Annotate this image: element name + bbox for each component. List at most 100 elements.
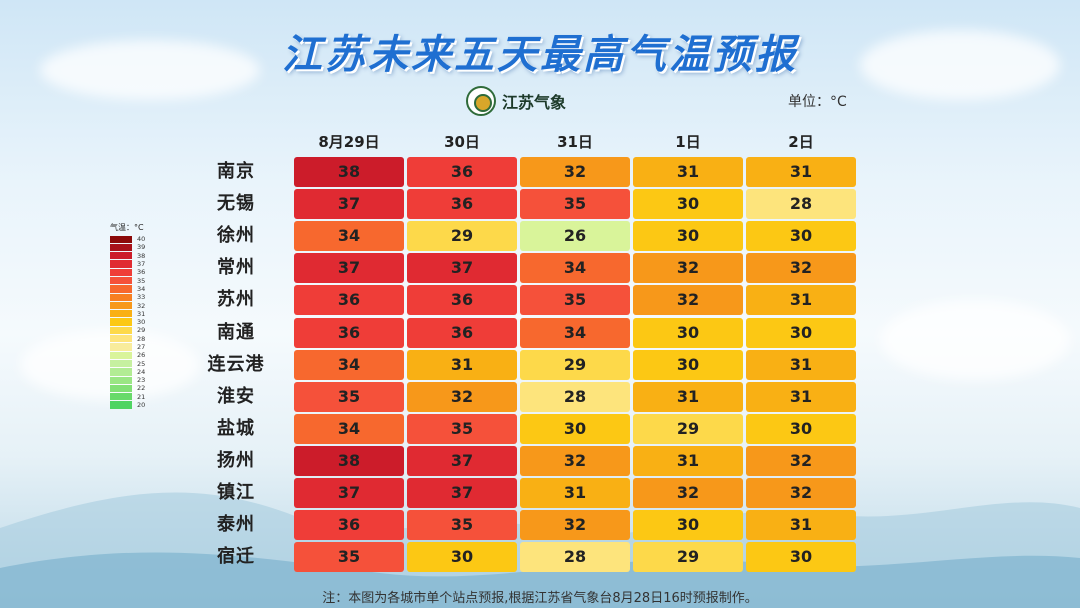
temperature-cell: 37 (407, 445, 517, 476)
legend: 气温：°C 40 39 38 37 36 35 34 33 32 31 30 29 28 27 26 25 24… (110, 222, 145, 409)
legend-item: 38 (110, 252, 145, 260)
city-label: 宿迁 (217, 546, 255, 568)
temperature-cell: 32 (746, 445, 856, 476)
legend-label: 27 (137, 343, 146, 351)
temperature-cell: 38 (294, 445, 404, 476)
legend-swatch (110, 252, 132, 260)
legend-swatch (110, 335, 132, 343)
logo-text: 江苏气象 (502, 93, 567, 112)
column-header: 1日 (675, 133, 701, 151)
column-header: 8月29日 (318, 133, 380, 151)
footnote: 注：本图为各城市单个站点预报,根据江苏省气象台8月28日16时预报制作。 (322, 591, 758, 606)
temperature-cell: 34 (520, 253, 630, 284)
temperature-cell: 30 (746, 221, 856, 252)
logo: 江苏气象 (466, 86, 566, 116)
legend-swatch (110, 384, 132, 393)
legend-label: 24 (137, 367, 146, 376)
legend-swatch (110, 393, 132, 401)
legend-label: 22 (137, 384, 146, 393)
temperature-cell: 37 (294, 478, 404, 508)
temperature-cell: 30 (746, 317, 856, 348)
legend-label: 37 (137, 260, 146, 269)
legend-swatch (110, 260, 132, 268)
legend-label: 29 (137, 326, 146, 335)
temperature-cell: 35 (294, 381, 404, 412)
legend-item: 32 (110, 301, 145, 310)
legend-item: 40 (110, 235, 145, 243)
city-label: 盐城 (217, 417, 255, 439)
temperature-cell: 36 (407, 317, 517, 348)
legend-label: 33 (137, 293, 146, 302)
temperature-cell: 34 (294, 221, 404, 252)
temperature-cell: 31 (746, 381, 856, 412)
legend-swatch (110, 293, 132, 301)
legend-item: 27 (110, 343, 145, 351)
temperature-cell: 30 (407, 542, 517, 573)
temperature-cell: 32 (633, 478, 743, 508)
temperature-cell: 30 (520, 413, 630, 444)
page-title: 江苏未来五天最高气温预报 (282, 32, 798, 78)
legend-label: 28 (137, 334, 146, 343)
temperature-cell: 31 (633, 381, 743, 412)
legend-item: 36 (110, 268, 145, 276)
temperature-cell: 35 (407, 413, 517, 444)
legend-item: 39 (110, 243, 145, 251)
legend-label: 20 (137, 401, 146, 410)
temperature-cell: 38 (294, 157, 404, 187)
temperature-cell: 31 (633, 157, 743, 187)
temperature-cell: 30 (633, 349, 743, 380)
legend-swatch (110, 376, 132, 384)
legend-item: 34 (110, 285, 145, 293)
legend-item: 22 (110, 384, 145, 392)
temperature-cell: 30 (633, 510, 743, 541)
legend-label: 21 (137, 392, 146, 401)
legend-swatch (110, 401, 132, 409)
legend-swatch (110, 318, 132, 326)
legend-label: 34 (137, 284, 146, 293)
temperature-cell: 34 (294, 349, 404, 380)
legend-item: 37 (110, 260, 145, 268)
legend-item: 21 (110, 393, 145, 401)
city-label: 镇江 (217, 482, 255, 503)
temperature-cell: 36 (294, 285, 404, 316)
temperature-cell: 32 (520, 445, 630, 476)
temperature-cell: 32 (520, 510, 630, 541)
legend-item: 31 (110, 310, 145, 318)
temperature-cell: 30 (633, 317, 743, 348)
temperature-cell: 32 (746, 253, 856, 284)
temperature-cell: 28 (520, 542, 630, 573)
temperature-cell: 29 (520, 349, 630, 380)
legend-label: 39 (137, 243, 146, 252)
temperature-cell: 37 (407, 253, 517, 284)
temperature-cell: 29 (633, 413, 743, 444)
temperature-cell: 35 (520, 285, 630, 316)
legend-swatch (110, 310, 132, 318)
meteorology-emblem-icon (466, 86, 496, 116)
temperature-cell: 34 (294, 413, 404, 444)
temperature-cell: 36 (407, 189, 517, 220)
temperature-cell: 26 (520, 221, 630, 252)
temperature-cell: 30 (633, 221, 743, 252)
legend-label: 26 (137, 351, 146, 360)
legend-item: 25 (110, 359, 145, 368)
temperature-cell: 32 (633, 285, 743, 316)
city-label: 扬州 (217, 449, 255, 471)
unit-label: 单位：°C (788, 94, 847, 110)
city-label: 淮安 (217, 385, 255, 407)
city-label: 连云港 (207, 353, 265, 375)
city-label: 苏州 (217, 289, 255, 311)
temperature-cell: 31 (407, 349, 517, 380)
temperature-cell: 35 (520, 189, 630, 220)
legend-swatch (110, 326, 132, 335)
temperature-cell: 29 (407, 221, 517, 252)
temperature-cell: 28 (520, 381, 630, 412)
cloud-decoration (40, 40, 260, 100)
cloud-decoration (880, 300, 1070, 380)
legend-item: 33 (110, 293, 145, 301)
legend-label: 31 (137, 309, 146, 318)
legend-item: 30 (110, 318, 145, 326)
legend-label: 23 (137, 376, 146, 385)
legend-item: 28 (110, 335, 145, 343)
legend-item: 26 (110, 351, 145, 359)
temperature-cell: 35 (294, 542, 404, 573)
